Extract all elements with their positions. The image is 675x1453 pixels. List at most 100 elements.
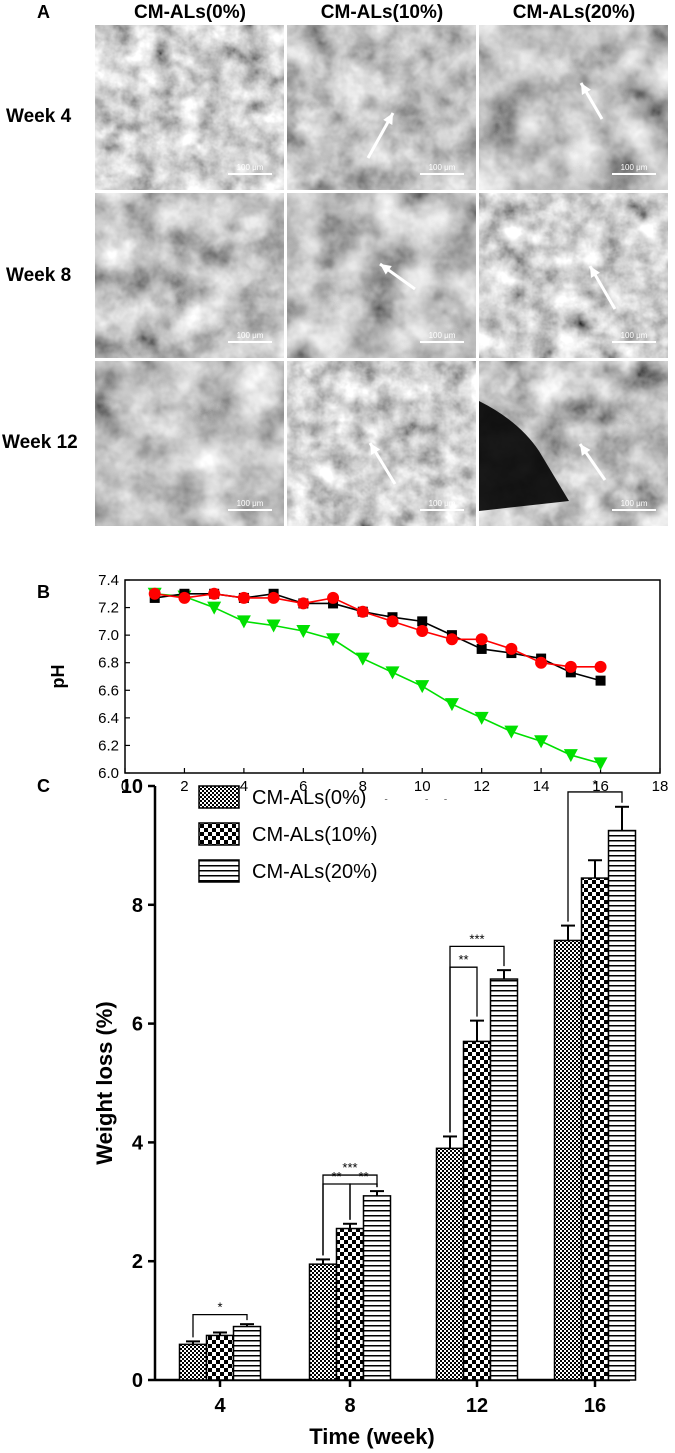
sem-tile-r0-c0: 100 μm xyxy=(95,25,284,190)
significance-label: *** xyxy=(342,1160,357,1175)
data-point xyxy=(416,625,429,638)
legend-swatch xyxy=(198,859,240,883)
data-point xyxy=(237,591,250,604)
data-point xyxy=(386,615,399,628)
sem-tile-r0-c1: 100 μm xyxy=(287,25,476,190)
significance-label: ** xyxy=(331,1169,341,1184)
y-tick-label: 2 xyxy=(132,1251,143,1273)
data-point xyxy=(534,735,549,749)
sem-image xyxy=(95,361,284,526)
data-point xyxy=(208,587,221,600)
panel-b-letter: B xyxy=(37,582,50,602)
row-label-week8: Week 8 xyxy=(6,265,72,286)
data-point xyxy=(266,619,281,633)
data-point xyxy=(415,680,430,694)
panel-c-letter: C xyxy=(37,776,50,796)
y-axis-label: Weight loss (%) xyxy=(92,1001,117,1164)
bar xyxy=(232,1325,262,1381)
bar xyxy=(205,1334,235,1381)
scale-bar-label: 100 μm xyxy=(237,331,264,340)
sem-image xyxy=(479,25,668,190)
y-tick-label: 6.2 xyxy=(98,737,119,754)
scale-bar-label: 100 μm xyxy=(621,499,648,508)
x-tick-label: 2 xyxy=(180,778,188,795)
column-label-20: CM-ALs(20%) xyxy=(512,2,636,23)
data-point xyxy=(595,675,606,686)
bracket-line xyxy=(567,791,623,922)
x-tick-label: 4 xyxy=(240,778,248,795)
x-tick-label: 12 xyxy=(473,778,490,795)
x-tick-label: 12 xyxy=(466,1395,488,1417)
sem-image xyxy=(287,25,476,190)
row-label-week4: Week 4 xyxy=(6,106,72,127)
series-line xyxy=(154,592,601,668)
y-tick-label: 6.8 xyxy=(98,655,119,672)
weight-loss-bar-chart: 0 2 4 6 8 10 4 8 12 16 Time (week) Weight loss (%) *… xyxy=(92,776,637,1449)
x-tick-label: 14 xyxy=(533,778,550,795)
white-arrowhead xyxy=(580,444,591,456)
y-tick-label: 10 xyxy=(121,776,143,798)
x-tick-label: 8 xyxy=(359,778,367,795)
x-axis-label: Time (week) xyxy=(309,1424,435,1449)
legend-swatch xyxy=(198,785,240,809)
sem-tile-r2-c0: 100 μm xyxy=(95,361,284,526)
y-axis-label: pH xyxy=(48,665,68,689)
bar xyxy=(553,939,583,1381)
bracket-line xyxy=(192,1314,248,1338)
x-tick-label: 16 xyxy=(584,1395,606,1417)
data-point xyxy=(356,605,369,618)
data-point xyxy=(355,652,370,666)
ph-line-chart: 0 2 4 6 8 10 12 14 16 18 6.0 6.2 6.4 6.6 6.8 7.0 7.2 7.4 T… xyxy=(48,572,669,800)
x-tick-label: 4 xyxy=(214,1395,226,1417)
bar xyxy=(362,1195,392,1381)
x-tick-label: 16 xyxy=(592,778,609,795)
series-line xyxy=(154,592,601,765)
bar xyxy=(462,1040,492,1381)
data-point xyxy=(445,633,458,646)
data-point xyxy=(236,615,251,629)
sem-tile-r1-c0: 100 μm xyxy=(95,193,284,358)
sem-tile-r0-c2: 100 μm xyxy=(479,25,668,190)
row-label-week12: Week 12 xyxy=(2,432,78,453)
data-point xyxy=(594,660,607,673)
significance-bracket: ** xyxy=(449,952,478,1133)
y-tick-label: 7.0 xyxy=(98,627,119,644)
legend-label: CM-ALs(0%) xyxy=(252,787,366,809)
data-point xyxy=(178,591,191,604)
legend-swatch xyxy=(198,822,240,846)
significance-bracket: * xyxy=(192,1300,248,1338)
bar xyxy=(435,1147,465,1381)
x-axis-label: Time (Weeks) xyxy=(335,797,450,800)
column-label-10: CM-ALs(10%) xyxy=(320,2,444,23)
data-point xyxy=(474,711,489,725)
scale-bar-label: 100 μm xyxy=(237,163,264,172)
significance-label: * xyxy=(592,777,597,792)
x-tick-label: 10 xyxy=(414,778,431,795)
bar xyxy=(489,978,519,1381)
sem-tile-r2-c1: 100 μm xyxy=(287,361,476,526)
legend-label: CM-ALs(10%) xyxy=(252,824,378,846)
data-point xyxy=(563,749,578,763)
scale-bar-label: 100 μm xyxy=(429,499,456,508)
scale-bar-label: 100 μm xyxy=(237,499,264,508)
data-point xyxy=(417,616,428,627)
plot-frame xyxy=(124,579,661,774)
y-tick-label: 8 xyxy=(132,895,143,917)
bar xyxy=(308,1263,338,1381)
y-tick-label: 6.0 xyxy=(98,765,119,782)
scale-bar-label: 100 μm xyxy=(621,163,648,172)
bar xyxy=(607,829,637,1381)
significance-bracket: ** xyxy=(349,1169,378,1220)
data-point xyxy=(564,660,577,673)
sem-image xyxy=(287,361,476,526)
legend-label: CM-ALs(20%) xyxy=(252,861,378,883)
x-tick-label: 18 xyxy=(652,778,669,795)
x-tick-label: 0 xyxy=(121,778,129,795)
white-arrowhead xyxy=(383,113,393,125)
bar xyxy=(335,1227,365,1381)
sem-tile-r1-c2: 100 μm xyxy=(479,193,668,358)
white-arrowhead xyxy=(370,443,381,455)
y-tick-label: 0 xyxy=(132,1370,143,1392)
x-tick-label: 8 xyxy=(344,1395,355,1417)
data-point xyxy=(385,666,400,680)
